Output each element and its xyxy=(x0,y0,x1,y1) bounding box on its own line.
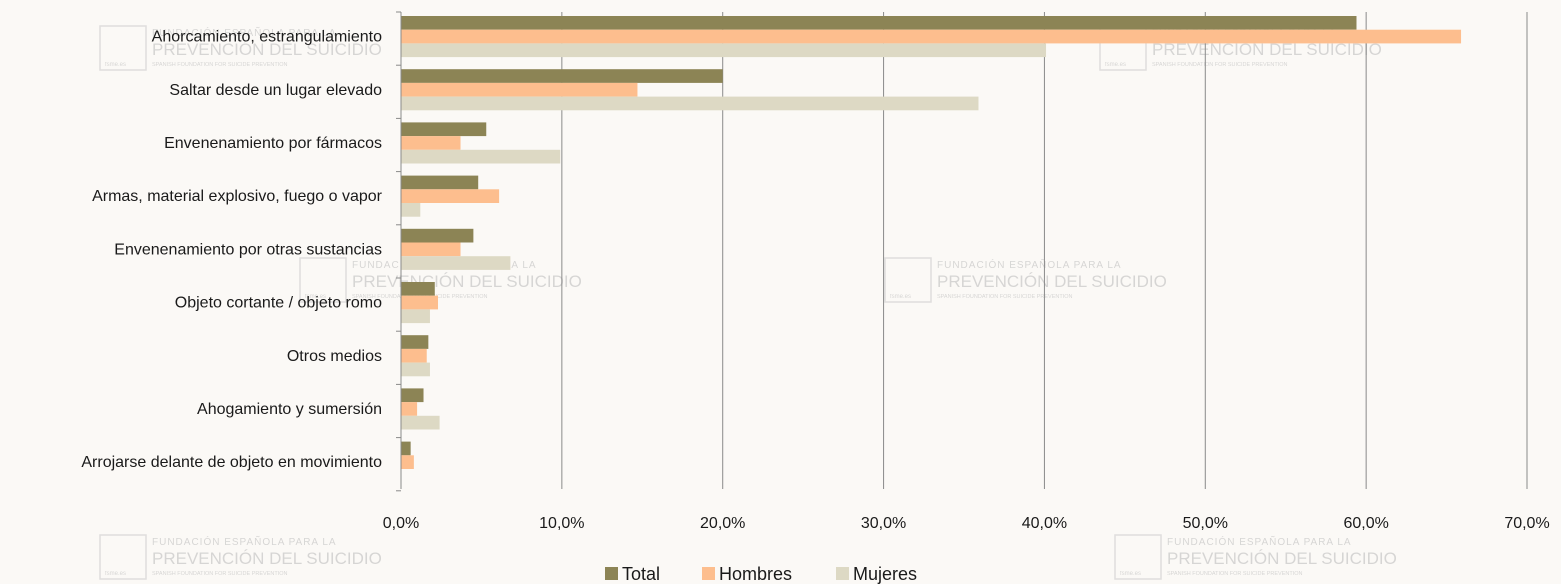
x-tick-label: 50,0% xyxy=(1183,515,1228,532)
bar-hombres xyxy=(401,295,438,310)
bar-mujeres xyxy=(401,203,421,217)
bar-mujeres xyxy=(401,43,1047,58)
bar-hombres xyxy=(401,136,461,150)
x-tick-label: 20,0% xyxy=(700,515,745,532)
watermark: fsme.es FUNDACIÓN ESPAÑOLA PARA LAPREVENC… xyxy=(1114,534,1397,580)
y-axis xyxy=(396,11,402,492)
watermark-logo-text: fsme.es xyxy=(890,294,911,300)
bar-hombres xyxy=(401,455,414,469)
legend-item: Hombres xyxy=(702,564,792,584)
legend-swatch xyxy=(605,567,618,580)
bar-total xyxy=(401,228,474,243)
bar-total xyxy=(401,122,487,137)
bar-mujeres xyxy=(401,309,430,324)
bars-layer xyxy=(401,16,1462,469)
watermark-line2: PREVENCIÓN DEL SUICIDIO xyxy=(937,272,1167,291)
bar-hombres xyxy=(401,189,500,203)
watermark-logo-text: fsme.es xyxy=(105,571,126,577)
category-label: Envenenamiento por fármacos xyxy=(164,135,382,152)
category-label: Ahogamiento y sumersión xyxy=(197,401,382,418)
category-label: Armas, material explosivo, fuego o vapor xyxy=(92,188,383,205)
watermark-line2: PREVENCIÓN DEL SUICIDIO xyxy=(152,40,382,59)
watermark: fsme.es FUNDACIÓN ESPAÑOLA PARA LAPREVENC… xyxy=(884,257,1167,303)
watermark-logo-text: fsme.es xyxy=(305,294,326,300)
watermark-logo-frame xyxy=(299,257,347,303)
bar-total xyxy=(401,335,429,349)
x-tick-labels: 0,0% 10,0% 20,0% 30,0% 40,0% 50,0% 60,0% 70,0% xyxy=(383,515,1550,532)
watermark-logo-frame xyxy=(884,257,932,303)
category-label: Ahorcamiento, estrangulamiento xyxy=(152,29,382,46)
watermark-logo-frame xyxy=(99,25,147,71)
bar-total xyxy=(401,175,479,190)
watermark-line2: PREVENCIÓN DEL SUICIDIO xyxy=(1152,40,1382,59)
watermark-line2: PREVENCIÓN DEL SUICIDIO xyxy=(152,549,382,568)
watermark-line2: PREVENCIÓN DEL SUICIDIO xyxy=(352,272,582,291)
x-tick-label: 10,0% xyxy=(539,515,584,532)
x-tick-label: 70,0% xyxy=(1504,515,1549,532)
legend-swatch xyxy=(836,567,849,580)
x-tick-label: 30,0% xyxy=(861,515,906,532)
x-tick-label: 0,0% xyxy=(383,515,419,532)
bar-hombres xyxy=(401,29,1462,44)
gridlines xyxy=(561,12,1528,489)
bar-total xyxy=(401,388,424,403)
bar-mujeres xyxy=(401,149,561,164)
watermark-logo-frame xyxy=(1114,534,1162,580)
legend-label: Hombres xyxy=(719,564,792,584)
legend-label: Total xyxy=(622,564,660,584)
bar-hombres xyxy=(401,348,427,363)
legend-item: Mujeres xyxy=(836,564,917,584)
watermark-line3: SPANISH FOUNDATION FOR SUICIDE PREVENTIO… xyxy=(152,62,288,68)
legend-label: Mujeres xyxy=(853,564,917,584)
watermark-line3: SPANISH FOUNDATION FOR SUICIDE PREVENTIO… xyxy=(1152,62,1288,68)
category-label: Otros medios xyxy=(287,348,382,365)
category-label: Objeto cortante / objeto romo xyxy=(175,295,382,312)
watermark-line3: SPANISH FOUNDATION FOR SUICIDE PREVENTIO… xyxy=(1167,571,1303,577)
watermark-logo-frame xyxy=(99,534,147,580)
bar-hombres xyxy=(401,402,418,416)
category-label: Envenenamiento por otras sustancias xyxy=(114,241,382,258)
legend-swatch xyxy=(702,567,715,580)
bar-mujeres xyxy=(401,256,511,270)
bar-total xyxy=(401,282,435,296)
watermark-line3: SPANISH FOUNDATION FOR SUICIDE PREVENTIO… xyxy=(152,571,288,577)
x-tick-label: 40,0% xyxy=(1022,515,1067,532)
category-label: Arrojarse delante de objeto en movimient… xyxy=(81,454,382,471)
watermark-logo-text: fsme.es xyxy=(105,62,126,68)
bar-total xyxy=(401,16,1357,30)
watermark-line1: FUNDACIÓN ESPAÑOLA PARA LA xyxy=(937,258,1122,271)
watermark: fsme.es FUNDACIÓN ESPAÑOLA PARA LAPREVENC… xyxy=(99,25,382,71)
watermark-logo-text: fsme.es xyxy=(1120,571,1141,577)
watermark-line1: FUNDACIÓN ESPAÑOLA PARA LA xyxy=(152,535,337,548)
bar-total xyxy=(401,441,411,456)
bar-total xyxy=(401,69,723,83)
watermark-line2: PREVENCIÓN DEL SUICIDIO xyxy=(1167,549,1397,568)
legend: Total Hombres Mujeres xyxy=(605,564,917,584)
watermark-line1: FUNDACIÓN ESPAÑOLA PARA LA xyxy=(1167,535,1352,548)
watermark-logo-text: fsme.es xyxy=(1105,62,1126,68)
category-labels: Ahorcamiento, estrangulamiento Saltar des… xyxy=(81,29,382,472)
watermark: fsme.es FUNDACIÓN ESPAÑOLA PARA LAPREVENC… xyxy=(99,534,382,580)
bar-mujeres xyxy=(401,362,430,377)
watermark-line3: SPANISH FOUNDATION FOR SUICIDE PREVENTIO… xyxy=(937,294,1073,300)
bar-hombres xyxy=(401,82,638,97)
watermark-line1: FUNDACIÓN ESPAÑOLA PARA LA xyxy=(152,26,337,39)
bar-mujeres xyxy=(401,415,440,430)
bar-mujeres xyxy=(401,96,979,111)
category-label: Saltar desde un lugar elevado xyxy=(169,82,382,99)
bar-hombres xyxy=(401,242,461,257)
legend-item: Total xyxy=(605,564,660,584)
x-tick-label: 60,0% xyxy=(1343,515,1388,532)
